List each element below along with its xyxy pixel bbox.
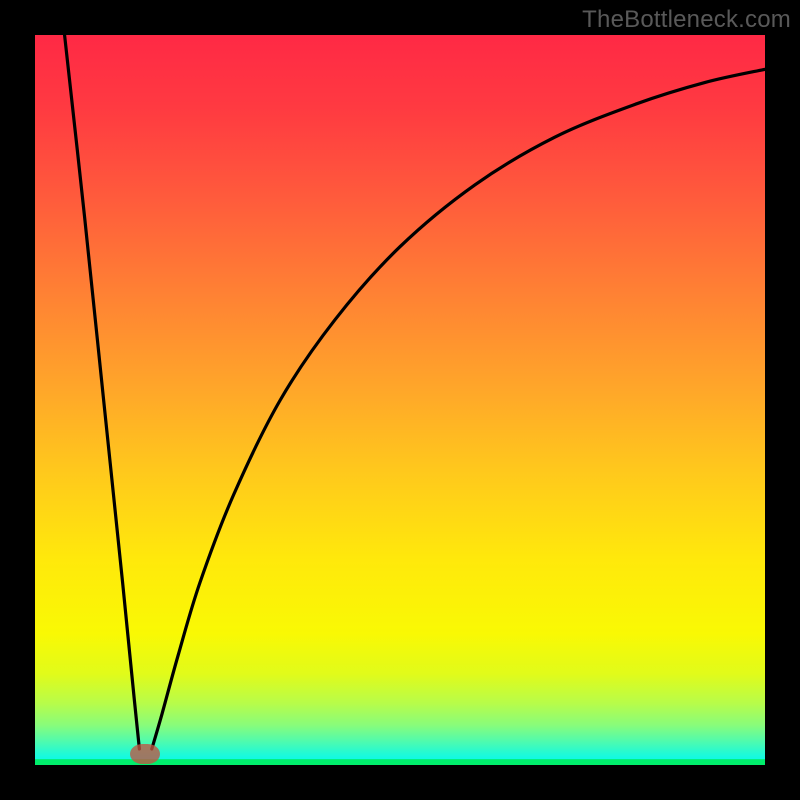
plot-area: [35, 35, 765, 765]
chart-frame: TheBottleneck.com: [0, 0, 800, 800]
curve-left-branch: [65, 35, 140, 749]
minimum-marker: [130, 744, 160, 764]
bottleneck-curve: [35, 35, 765, 765]
watermark-text: TheBottleneck.com: [582, 6, 791, 34]
curve-right-branch: [152, 69, 765, 749]
